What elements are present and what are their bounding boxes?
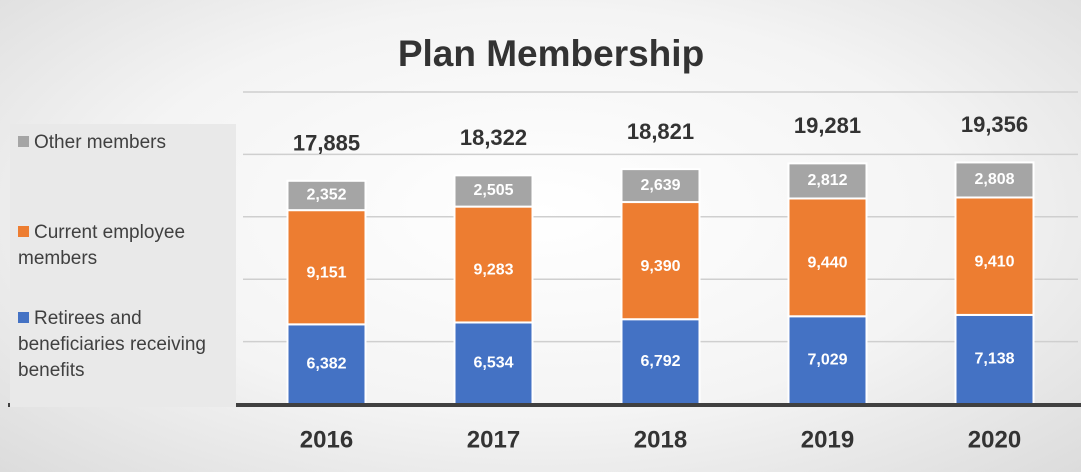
- legend-entry: Current employee members: [18, 220, 233, 272]
- value-label: 2,639: [640, 177, 680, 194]
- x-tick-label: 2020: [968, 426, 1021, 453]
- value-label: 2,505: [473, 182, 513, 199]
- value-label: 9,440: [807, 255, 847, 272]
- total-label: 18,322: [460, 125, 527, 150]
- bar-segment: [954, 161, 1035, 199]
- bar-segment: [453, 205, 534, 324]
- value-label: 9,283: [473, 262, 513, 279]
- value-label: 6,792: [640, 353, 680, 370]
- value-label: 2,352: [306, 187, 346, 204]
- legend-swatch: [18, 226, 29, 237]
- value-label: 2,812: [807, 172, 847, 189]
- x-tick-label: 2018: [634, 426, 687, 453]
- bar-segment: [620, 201, 701, 321]
- value-label: 7,029: [807, 351, 847, 368]
- legend-entry: Other members: [18, 130, 233, 156]
- bar-segment: [954, 313, 1035, 405]
- legend-swatch: [18, 312, 29, 323]
- legend-label: Other members: [34, 132, 166, 153]
- legend-swatch: [18, 136, 29, 147]
- legend-entry: Retirees and beneficiaries receiving ben…: [18, 306, 233, 384]
- value-label: 9,151: [306, 264, 346, 281]
- total-label: 19,281: [794, 113, 861, 138]
- x-tick-label: 2019: [801, 426, 854, 453]
- bar-segment: [453, 321, 534, 406]
- legend-label: Current employee members: [18, 222, 186, 269]
- value-label: 6,382: [306, 355, 346, 372]
- value-label: 7,138: [974, 351, 1014, 368]
- bar-segment: [787, 197, 868, 318]
- bar-segment: [620, 168, 701, 204]
- chart-title: Plan Membership: [398, 33, 704, 74]
- bar-segment: [286, 179, 367, 212]
- bar-segment: [286, 209, 367, 326]
- value-label: 2,808: [974, 171, 1014, 188]
- bar-segment: [787, 315, 868, 405]
- legend: Retirees and beneficiaries receiving ben…: [10, 124, 236, 407]
- value-label: 9,410: [974, 253, 1014, 270]
- total-label: 18,821: [627, 119, 694, 144]
- bar-segment: [954, 196, 1035, 316]
- value-label: 9,390: [640, 258, 680, 275]
- value-label: 6,534: [473, 354, 513, 371]
- bar-segment: [787, 162, 868, 200]
- bar-segment: [453, 174, 534, 208]
- total-label: 19,356: [961, 112, 1028, 137]
- x-tick-label: 2016: [300, 426, 353, 453]
- x-tick-label: 2017: [467, 426, 520, 453]
- total-label: 17,885: [293, 131, 360, 156]
- legend-label: Retirees and beneficiaries receiving ben…: [18, 308, 206, 381]
